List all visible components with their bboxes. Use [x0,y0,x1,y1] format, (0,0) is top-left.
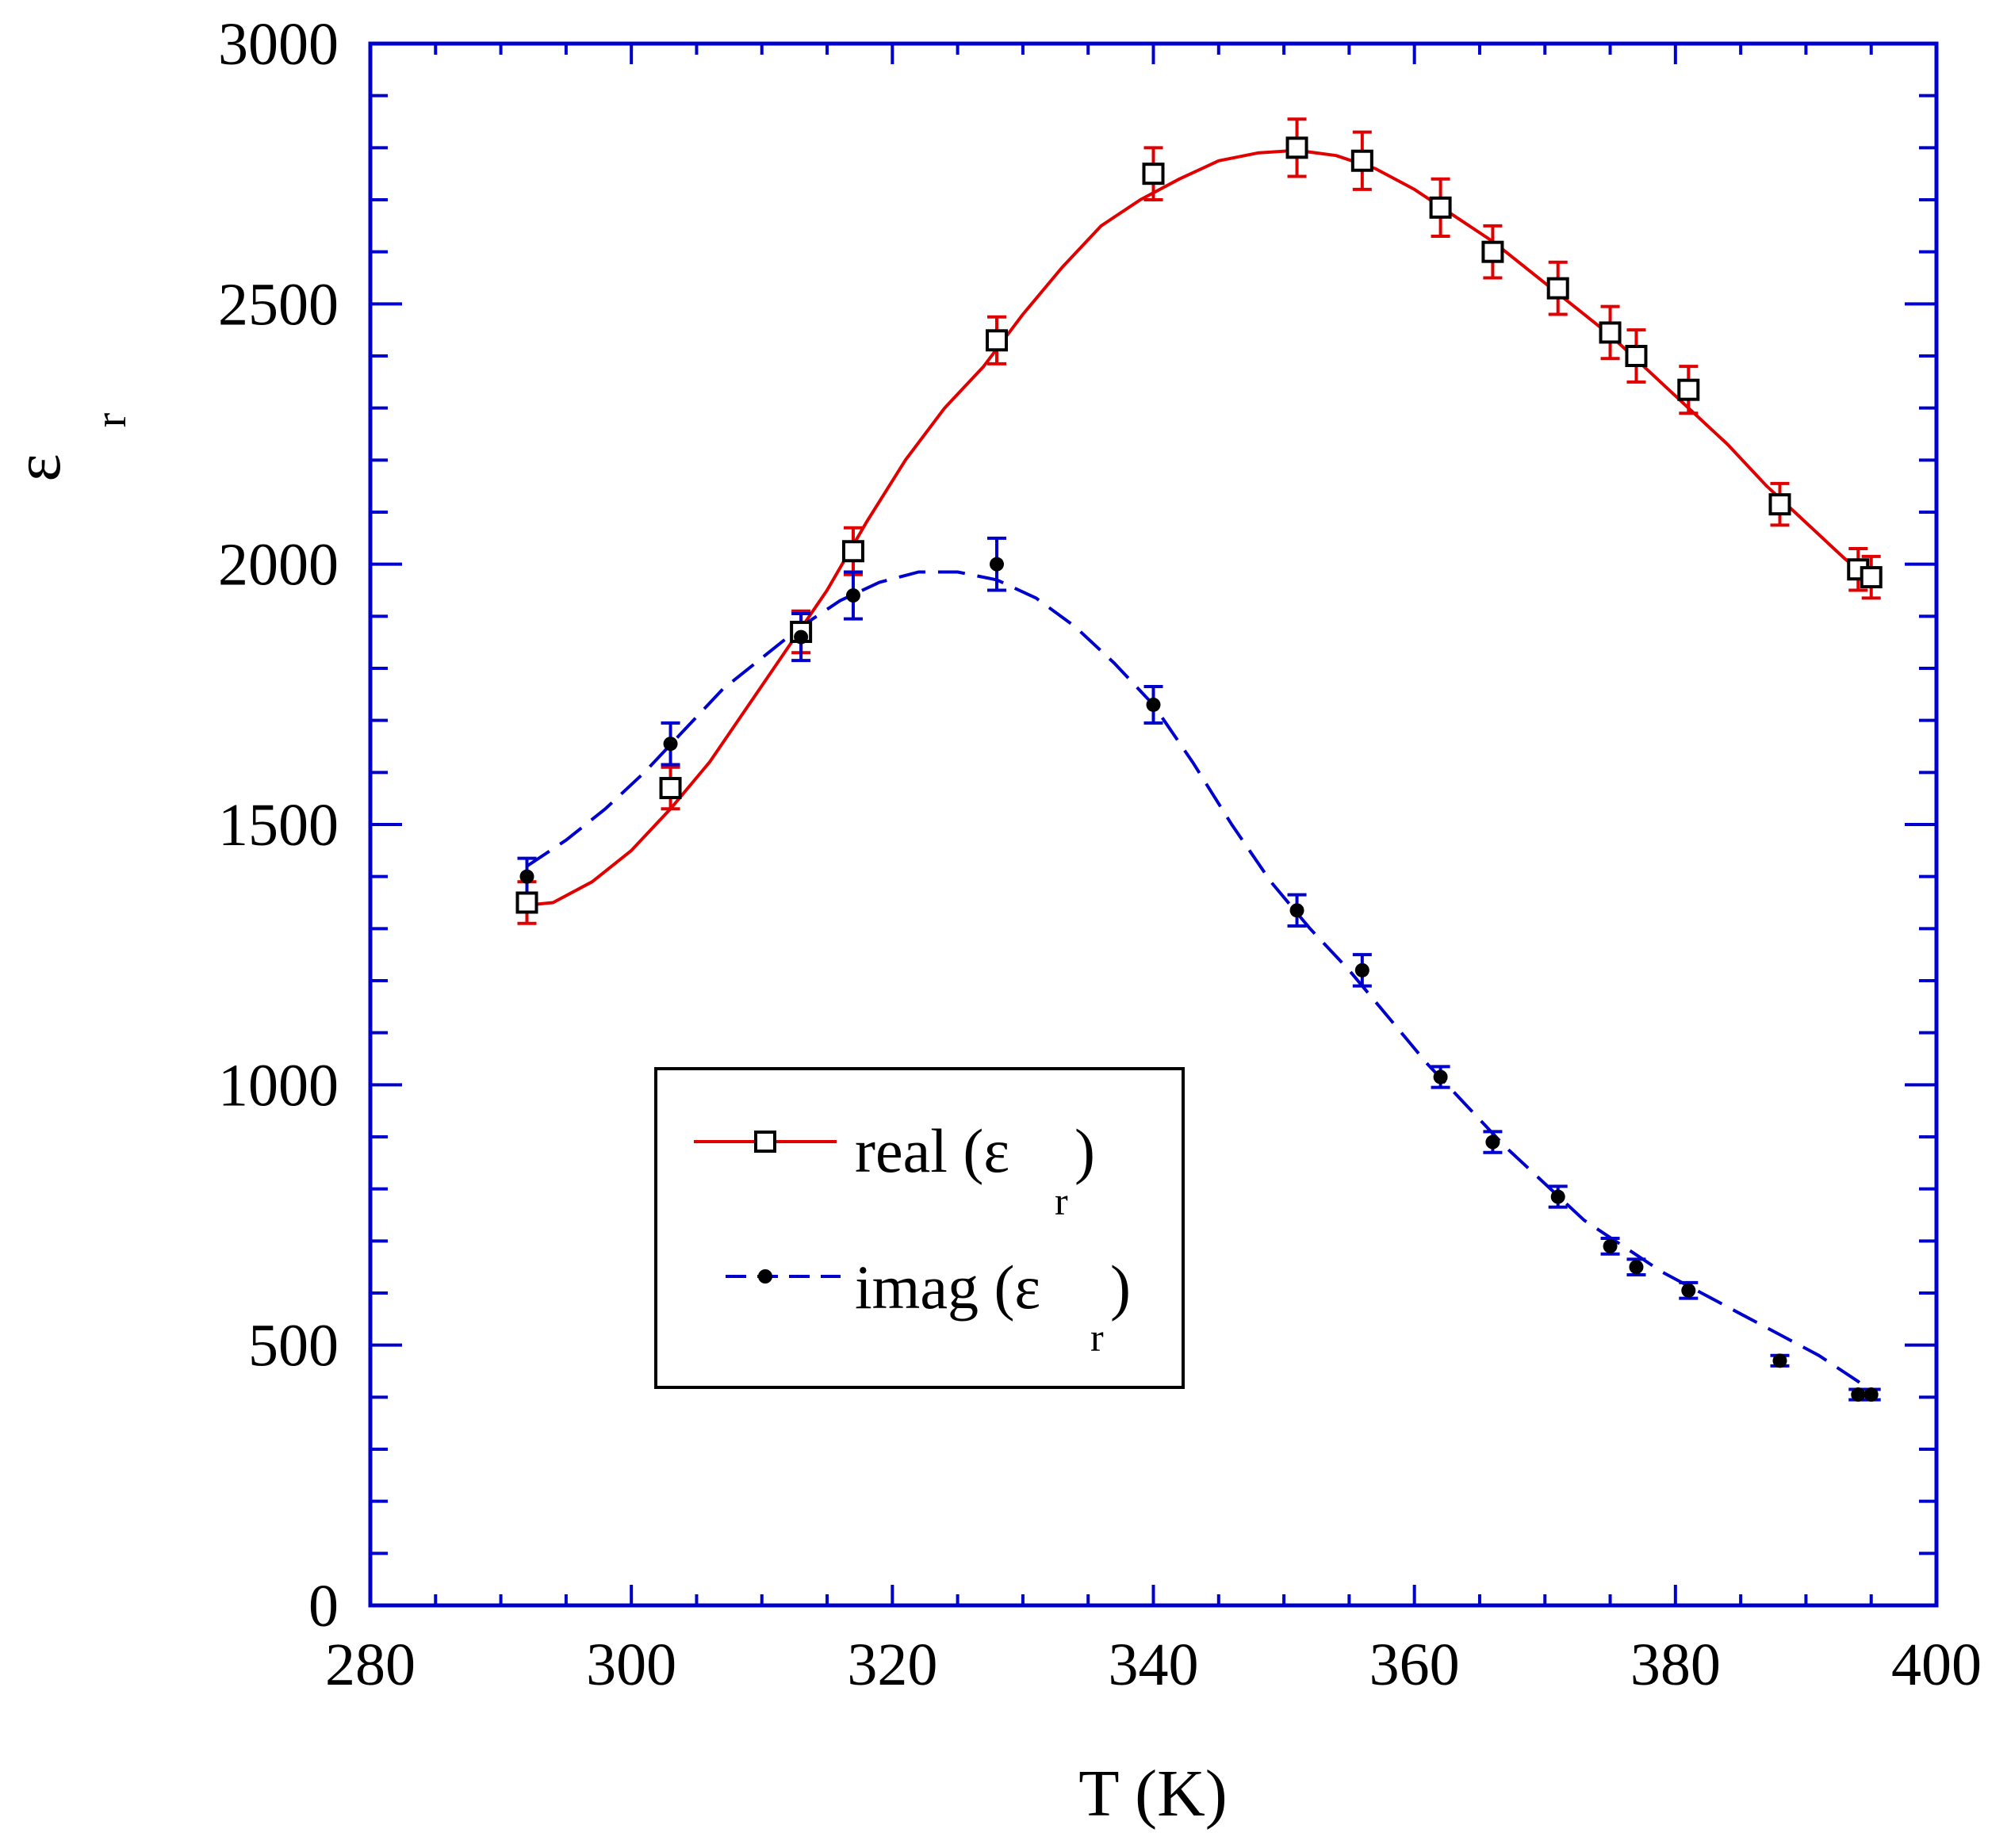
imag-data-point [1772,1353,1787,1368]
imag-data-point [1433,1069,1448,1085]
real-data-point [986,329,1008,352]
x-tick-labels: 280 300 320 340 360 380 400 [325,1632,1982,1698]
real-data-point [1625,345,1648,367]
legend-item-imag: imag (ε r ) [726,1253,1131,1360]
x-tick-label: 400 [1891,1632,1982,1698]
imag-data-point [663,737,678,752]
y-tick-label: 1000 [218,1052,339,1119]
real-data-point [1599,321,1622,344]
legend-imag-suffix: ) [1110,1253,1131,1322]
y-tick-label: 2500 [218,271,339,338]
imag-data-point [1550,1189,1565,1204]
imag-data-point [794,629,809,645]
legend-real-subscript: r [1055,1179,1068,1223]
real-data-point [1481,240,1504,263]
imag-data-point [1864,1387,1879,1402]
imag-data-point [990,557,1004,572]
legend: real (ε r ) imag (ε r ) [654,1067,1185,1389]
y-axis-title-main: ε [1,453,75,481]
imag-data-point [1681,1283,1696,1298]
imag-curve [526,570,1872,1394]
imag-data-point [519,869,534,884]
y-axis-title: ε r [1,412,136,481]
real-data-point [1142,163,1165,186]
data-markers [515,136,1883,1402]
real-data-point [1429,196,1452,219]
imag-data-point [1354,962,1369,978]
imag-data-point [845,588,860,603]
legend-imag-label: imag (ε [855,1253,1040,1322]
real-data-point [659,777,682,800]
legend-real-suffix: ) [1074,1116,1095,1185]
x-tick-label: 280 [325,1632,416,1698]
imag-data-point [1146,697,1161,712]
imag-data-point [1485,1134,1500,1150]
real-data-point [841,540,864,563]
x-tick-label: 320 [847,1632,937,1698]
real-data-point [1546,277,1569,300]
imag-data-point [1851,1387,1866,1402]
x-tick-label: 380 [1630,1632,1721,1698]
legend-imag-subscript: r [1090,1315,1104,1360]
y-tick-label: 0 [308,1573,339,1639]
real-data-point [1285,136,1308,159]
legend-item-real: real (ε r ) [694,1116,1095,1223]
imag-data-point [1603,1238,1618,1253]
real-data-point [1677,378,1700,401]
real-curve [527,148,1872,907]
real-data-point [1860,566,1883,589]
real-data-point [515,891,538,914]
imag-data-point [1289,903,1304,918]
real-data-point [1768,493,1791,516]
y-tick-label: 3000 [218,11,339,78]
x-tick-label: 360 [1369,1632,1460,1698]
x-tick-label: 300 [586,1632,676,1698]
axis-ticks [369,42,1938,1607]
legend-real-label: real (ε [855,1116,1009,1185]
fit-curves [526,148,1872,1394]
legend-real-marker [754,1131,776,1153]
y-tick-labels: 0 500 1000 1500 2000 2500 3000 [218,11,339,1639]
imag-data-point [1629,1260,1644,1275]
y-tick-label: 2000 [218,532,339,599]
y-tick-label: 500 [248,1313,339,1379]
legend-imag-marker [758,1269,772,1284]
y-tick-label: 1500 [218,792,339,859]
legend-box [654,1067,1185,1389]
y-axis-title-subscript: r [86,412,136,427]
real-data-point [1350,149,1373,172]
x-axis-title: T (K) [1078,1757,1227,1831]
x-tick-label: 340 [1109,1632,1199,1698]
